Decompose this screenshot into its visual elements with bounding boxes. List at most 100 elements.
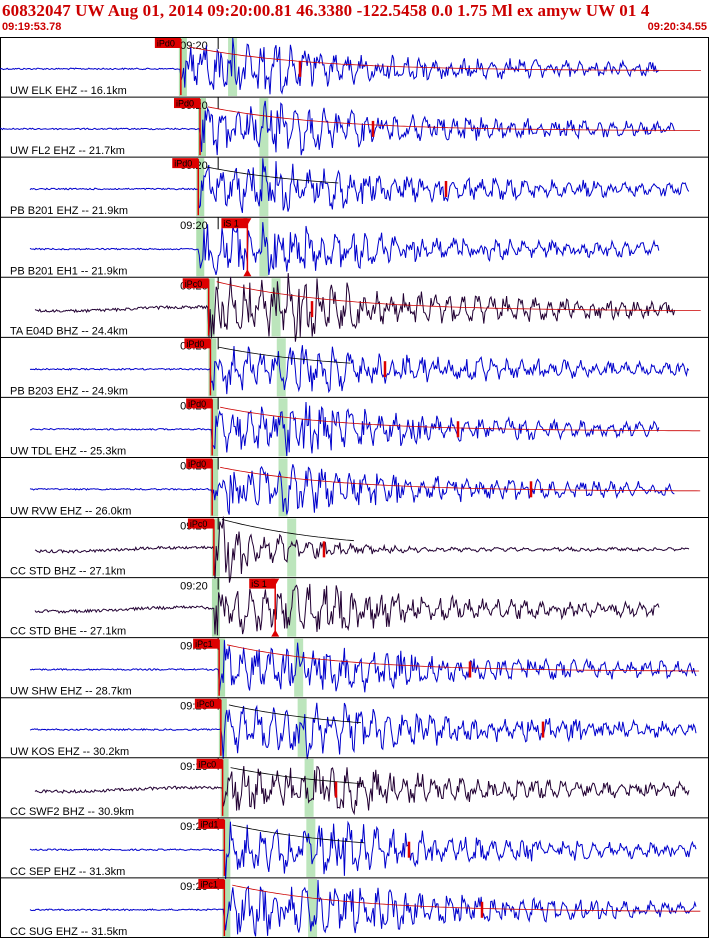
channel-label: PB B201 EH1 -- 21.9km (10, 265, 127, 277)
s-window-band (259, 218, 269, 277)
pick-label: iS 1 (251, 579, 267, 589)
pick-label-box (154, 38, 181, 48)
event-title: 60832047 UW Aug 01, 2014 09:20:00.81 46.… (2, 1, 650, 20)
coda-decay-curve (216, 281, 701, 311)
coda-decay-curve (232, 884, 701, 912)
window-end-time: 09:20:34.55 (647, 21, 707, 33)
p-window-band (220, 758, 229, 817)
channel-label: CC SEP EHZ -- 31.3km (10, 866, 125, 878)
s-window-band (259, 158, 269, 217)
pick-label: iPc0 (190, 519, 208, 529)
waveform-trace (29, 222, 660, 276)
time-tick-label: 09:20 (180, 581, 208, 593)
s-window-band (297, 698, 307, 757)
p-window-band (210, 398, 219, 457)
pick-label: iPc1 (195, 639, 213, 649)
coda-decay-curve (218, 346, 351, 364)
p-window-band (197, 98, 206, 157)
pick-label: iPc0 (185, 279, 203, 289)
pick-label: iPc1 (200, 879, 218, 889)
channel-label: CC STD BHZ -- 27.1km (10, 566, 126, 578)
pick-label-box (187, 518, 214, 529)
event-header: 60832047 UW Aug 01, 2014 09:20:00.81 46.… (0, 0, 709, 36)
s-window-band (294, 638, 304, 697)
s-window-band (228, 38, 238, 97)
waveform-trace (34, 273, 676, 342)
s-window-band (304, 758, 314, 817)
pick-label-box (196, 758, 223, 769)
waveform-trace (29, 464, 675, 515)
channel-label: CC STD BHE -- 27.1km (10, 626, 126, 638)
channel-label: CC SWF2 BHZ -- 30.9km (10, 806, 134, 818)
p-window-band (196, 218, 205, 277)
coda-decay-curve (188, 46, 701, 71)
pick-label-box (194, 698, 221, 709)
pick-label: iPc0 (197, 699, 215, 709)
s-window-band (278, 458, 288, 517)
s-window-band (308, 878, 318, 937)
pick-label: iS 1 (223, 219, 239, 229)
seismogram-panel: 09:20 iPd0 UW ELK EHZ -- 16.1km 09:20 iPd0 UW… (0, 37, 709, 938)
s-window-band (259, 98, 269, 157)
waveform-trace (34, 516, 690, 583)
coda-decay-curve (221, 518, 354, 542)
pick-label-box (186, 458, 213, 469)
channel-label: UW FL2 EHZ -- 21.7km (10, 145, 125, 157)
s-window-band (287, 518, 297, 577)
pick-label-box (198, 818, 225, 829)
waveform-trace (29, 158, 690, 214)
channel-label: UW ELK EHZ -- 16.1km (10, 85, 127, 97)
pick-label-box (249, 578, 276, 589)
pick-label-box (182, 278, 209, 289)
coda-decay-curve (206, 166, 339, 184)
channel-label: UW RVW EHZ -- 26.0km (10, 506, 131, 518)
waveform-trace (29, 640, 697, 693)
p-window-band (222, 878, 231, 937)
coda-decay-curve (227, 644, 700, 672)
waveform-trace (29, 879, 697, 937)
pick-label: iPd1 (200, 819, 218, 829)
s-window-band (276, 338, 286, 397)
waveform-trace (0, 37, 660, 95)
p-window-band (208, 338, 217, 397)
waveform-trace (30, 401, 660, 457)
waveform-trace (29, 702, 697, 760)
channel-label: TA E04D BHZ -- 24.4km (10, 325, 128, 337)
coda-decay-curve (220, 406, 701, 432)
waveform-trace (29, 345, 690, 395)
p-window-band (178, 38, 187, 97)
waveform-trace (29, 820, 697, 880)
channel-label: UW SHW EHZ -- 28.7km (10, 686, 132, 698)
pick-label: iPd0 (176, 99, 194, 109)
window-start-time: 09:19:53.78 (2, 21, 62, 33)
pick-label-box (193, 638, 220, 649)
waveform-trace (34, 583, 660, 636)
pick-label-box (184, 338, 211, 349)
pick-label: iPd0 (188, 399, 206, 409)
s-pick-triangle-top (243, 218, 252, 226)
channel-label: PB B201 EHZ -- 21.9km (10, 205, 128, 217)
s-pick-triangle-bottom (271, 629, 280, 637)
p-window-band (210, 458, 219, 517)
time-tick-label: 09:20 (180, 220, 208, 232)
coda-decay-curve (232, 824, 365, 844)
coda-decay-curve (230, 767, 363, 784)
pick-label: iPd0 (157, 39, 175, 49)
p-window-band (222, 818, 231, 877)
pick-label: iPd0 (188, 459, 206, 469)
pick-label: iPc0 (199, 759, 217, 769)
channel-label: CC SUG EHZ -- 31.5km (10, 926, 127, 938)
pick-label: iPd0 (174, 159, 192, 169)
s-pick-triangle-top (271, 578, 280, 586)
channel-label: UW KOS EHZ -- 30.2km (10, 746, 129, 758)
p-window-band (206, 278, 215, 337)
p-window-band (196, 158, 205, 217)
waveform-trace (0, 100, 675, 156)
coda-decay-curve (228, 704, 361, 724)
pick-label-box (186, 398, 213, 409)
channel-label: PB B203 EHZ -- 24.9km (10, 385, 128, 397)
channel-label: UW TDL EHZ -- 25.3km (10, 445, 126, 457)
coda-decay-curve (220, 466, 701, 492)
p-window-band (217, 638, 226, 697)
coda-decay-curve (207, 106, 700, 131)
